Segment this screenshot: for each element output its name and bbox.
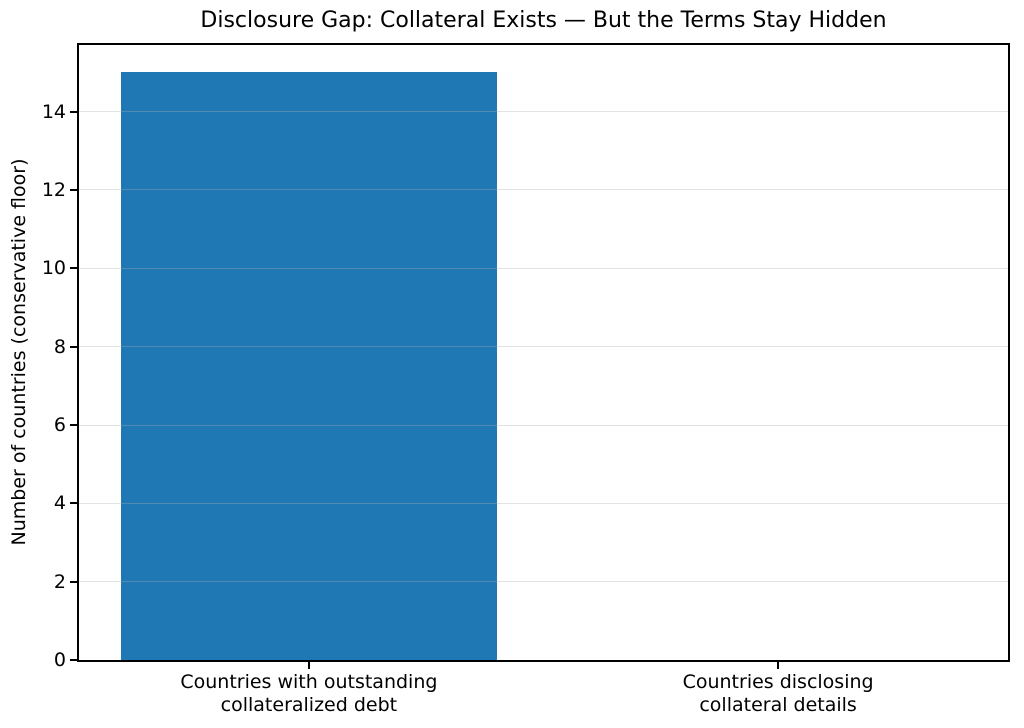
y-tick-mark-12 [70,188,77,191]
plot-inner [79,45,1008,660]
y-gridline-8 [79,346,1008,348]
y-tick-label-10: 10 [41,257,66,280]
y-tick-mark-8 [70,345,77,348]
y-tick-mark-0 [70,659,77,661]
y-gridline-12 [79,189,1008,191]
y-gridline-6 [79,424,1008,426]
y-tick-mark-4 [70,502,77,505]
y-tick-label-12: 12 [41,178,66,201]
y-tick-label-8: 8 [53,335,66,358]
chart-title: Disclosure Gap: Collateral Exists — But … [200,8,887,33]
y-tick-mark-6 [70,424,77,426]
y-tick-label-6: 6 [53,414,66,436]
x-tick-label-1: Countries disclosing collateral details [682,671,874,716]
plot-area [77,43,1010,662]
y-tick-label-4: 4 [53,492,66,515]
y-gridline-4 [79,502,1008,504]
y-tick-mark-14 [70,110,77,113]
x-tick-mark-1 [777,662,780,669]
x-tick-mark-0 [307,662,310,669]
y-gridline-2 [79,581,1008,583]
y-tick-label-0: 0 [53,649,66,671]
y-tick-label-2: 2 [53,570,66,593]
y-tick-label-14: 14 [41,100,66,123]
bar-category-0 [121,72,497,660]
y-gridline-14 [79,111,1008,113]
y-tick-mark-2 [70,580,77,583]
x-tick-label-0: Countries with outstanding collateralize… [180,671,438,716]
y-tick-mark-10 [70,267,77,270]
y-gridline-10 [79,267,1008,269]
